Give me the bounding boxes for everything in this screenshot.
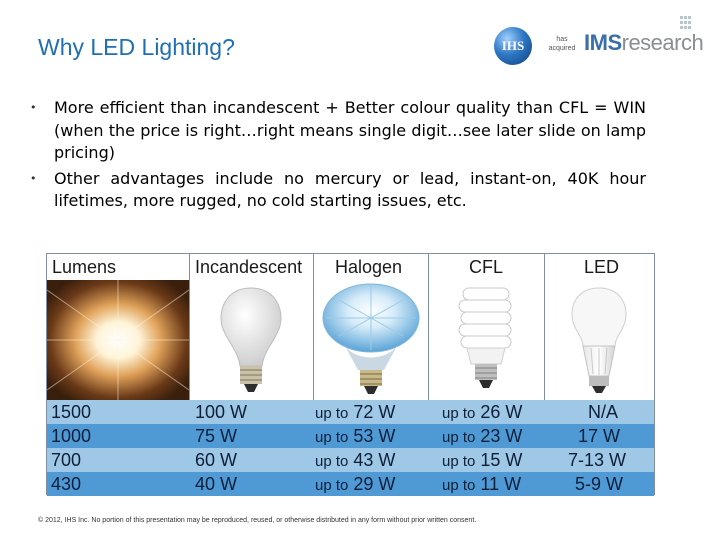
column-divider — [189, 254, 190, 494]
cell-cfl: up to 15 W — [442, 450, 523, 470]
cell-incandescent: 60 W — [195, 450, 238, 470]
cell-incandescent: 75 W — [195, 426, 238, 446]
research-logo-text: research — [621, 30, 704, 55]
ims-research-logo: IMSresearch — [584, 30, 704, 56]
column-divider — [313, 254, 314, 494]
header-cfl: CFL — [469, 257, 504, 277]
has-acquired-label: has acquired — [548, 36, 576, 52]
cell-incandescent: 100 W — [195, 402, 248, 422]
cell-incandescent: 40 W — [195, 474, 238, 494]
cell-lumens: 430 — [51, 474, 82, 494]
halogen-lamp-image — [322, 283, 420, 394]
cell-halogen: up to 43 W — [315, 450, 396, 470]
header-led: LED — [584, 257, 620, 277]
cell-halogen: up to 29 W — [315, 474, 396, 494]
cell-lumens: 1500 — [51, 402, 92, 422]
light-burst-image — [47, 280, 189, 400]
cell-led: 7-13 W — [568, 450, 627, 470]
bullet-item: Other advantages include no mercury or l… — [30, 168, 646, 213]
cell-cfl: up to 26 W — [442, 402, 523, 422]
header-incandescent: Incandescent — [195, 257, 303, 277]
cell-cfl: up to 11 W — [442, 474, 522, 494]
led-bulb-image — [571, 287, 627, 393]
incandescent-bulb-image — [220, 287, 282, 392]
table-row: 1000 75 W up to 53 W up to 23 W 17 W — [47, 424, 654, 448]
column-divider — [428, 254, 429, 494]
slide-title: Why LED Lighting? — [38, 34, 235, 60]
cell-cfl: up to 23 W — [442, 426, 523, 446]
table-row: 430 40 W up to 29 W up to 11 W 5-9 W — [47, 472, 654, 496]
dots-decoration-icon — [680, 16, 692, 30]
header-halogen: Halogen — [335, 257, 403, 277]
copyright-footer: © 2012, IHS Inc. No portion of this pres… — [38, 517, 477, 524]
column-divider — [544, 254, 545, 494]
cell-led: 17 W — [578, 426, 621, 446]
cell-halogen: up to 72 W — [315, 402, 396, 422]
ihs-logo: IHS — [494, 27, 532, 65]
lamp-comparison-table: Lumens Incandescent Halogen CFL LED — [46, 253, 655, 496]
cfl-bulb-image — [458, 287, 512, 388]
bullet-item: More efficient than incandescent + Bette… — [30, 97, 646, 165]
header-lumens: Lumens — [52, 257, 117, 277]
cell-led: 5-9 W — [575, 474, 624, 494]
table-row: 700 60 W up to 43 W up to 15 W 7-13 W — [47, 448, 654, 472]
cell-halogen: up to 53 W — [315, 426, 396, 446]
bullet-list: More efficient than incandescent + Bette… — [30, 97, 646, 213]
cell-lumens: 1000 — [51, 426, 92, 446]
cell-lumens: 700 — [51, 450, 82, 470]
ims-logo-text: IMS — [584, 30, 622, 55]
cell-led: N/A — [588, 402, 619, 422]
table-row: 1500 100 W up to 72 W up to 26 W N/A — [47, 400, 654, 424]
